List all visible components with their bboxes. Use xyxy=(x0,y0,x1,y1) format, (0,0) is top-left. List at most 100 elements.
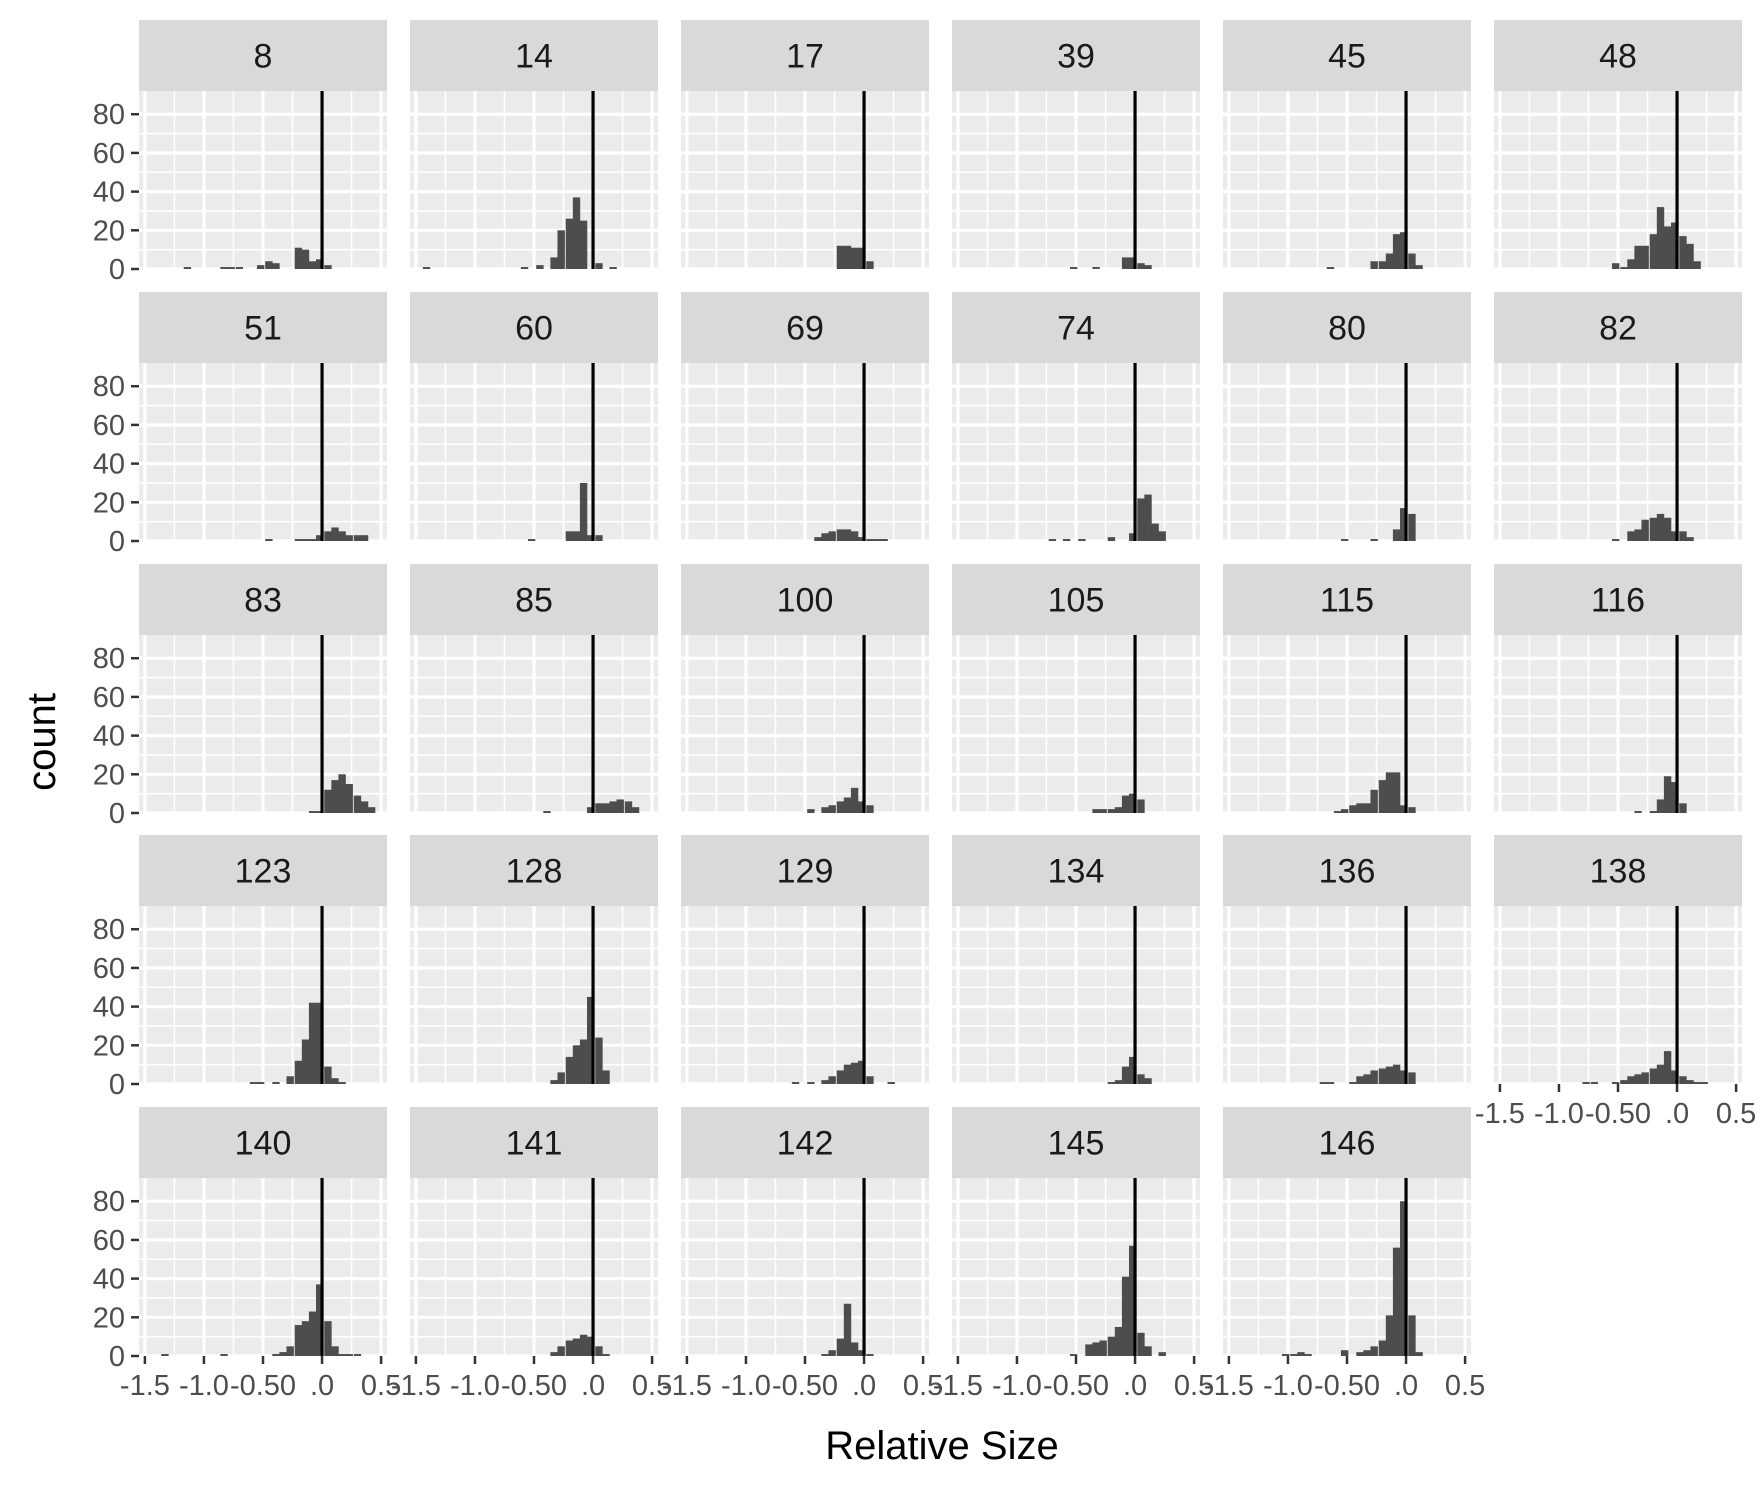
histogram-bar xyxy=(866,805,874,813)
facet-panel-128: 128 xyxy=(410,835,658,1086)
facet-strip xyxy=(952,835,1200,906)
histogram-bar xyxy=(609,267,617,269)
facet-panel-69: 69 xyxy=(681,292,929,543)
histogram-bar xyxy=(1144,1078,1152,1084)
histogram-bar xyxy=(1392,1064,1401,1084)
histogram-bar xyxy=(595,263,603,269)
facet-strip-label: 14 xyxy=(515,38,553,76)
histogram-bar xyxy=(572,1338,581,1356)
histogram-bar xyxy=(579,1334,588,1356)
facet-strip xyxy=(952,1107,1200,1178)
histogram-bar xyxy=(1092,267,1100,269)
histogram-bar xyxy=(1326,1082,1335,1084)
y-tick-label: 20 xyxy=(93,215,125,247)
histogram-bar xyxy=(1590,1082,1599,1084)
histogram-bar xyxy=(595,535,603,541)
histogram-bar xyxy=(550,257,558,269)
histogram-bar xyxy=(850,531,859,541)
histogram-bar xyxy=(1392,234,1401,269)
histogram-bar xyxy=(1620,267,1628,269)
histogram-bar xyxy=(1370,789,1378,813)
x-tick-label: 0.5 xyxy=(1174,1370,1214,1402)
histogram-bar xyxy=(873,539,881,541)
histogram-bar xyxy=(572,1045,581,1084)
histogram-bar xyxy=(279,1352,287,1356)
facet-strip-label: 136 xyxy=(1319,853,1376,891)
facet-strip-label: 60 xyxy=(515,310,553,348)
y-tick-label: 60 xyxy=(93,1225,125,1257)
histogram-bar xyxy=(565,531,574,541)
x-tick-label: -1.0 xyxy=(1534,1098,1584,1130)
histogram-bar xyxy=(1378,1340,1387,1356)
histogram-bar xyxy=(1144,265,1152,269)
histogram-bar xyxy=(1340,539,1349,541)
histogram-bar xyxy=(1663,776,1672,813)
histogram-bar xyxy=(602,1354,610,1356)
facet-strip-label: 8 xyxy=(254,38,273,76)
y-tick-label: 80 xyxy=(93,643,125,675)
facet-strip xyxy=(1223,20,1471,91)
histogram-bar xyxy=(308,1311,317,1356)
facet-strip-label: 83 xyxy=(244,582,282,620)
facet-panel-141: 141 -1.5 -1.0 -0.50 .0 0.5 xyxy=(391,1107,672,1402)
histogram-bar xyxy=(791,1082,800,1084)
facet-panel-17: 17 xyxy=(681,20,929,271)
facet-strip-label: 140 xyxy=(235,1125,292,1163)
histogram-bar xyxy=(821,807,829,813)
histogram-bar xyxy=(850,247,859,269)
facet-strip xyxy=(410,292,658,363)
histogram-bar xyxy=(331,780,339,813)
histogram-bar xyxy=(843,1064,852,1084)
y-axis-title: count xyxy=(20,693,64,791)
histogram-bar xyxy=(565,218,574,269)
histogram-bar xyxy=(828,805,836,813)
x-tick-label: -1.5 xyxy=(391,1370,441,1402)
histogram-bar xyxy=(572,531,581,541)
facet-strip xyxy=(410,835,658,906)
histogram-bar xyxy=(821,533,829,541)
histogram-bar xyxy=(1649,234,1658,269)
histogram-bar xyxy=(1693,261,1701,269)
facet-strip-label: 123 xyxy=(235,853,292,891)
histogram-bar xyxy=(1137,1074,1145,1084)
histogram-bar xyxy=(843,245,852,269)
x-tick-label: -0.50 xyxy=(1314,1370,1380,1402)
histogram-bar xyxy=(324,789,332,813)
histogram-bar xyxy=(1069,267,1078,269)
histogram-bar xyxy=(1663,1051,1672,1084)
histogram-bar xyxy=(857,801,866,813)
histogram-bar xyxy=(315,811,324,813)
histogram-bar xyxy=(850,1062,859,1084)
histogram-bar xyxy=(1641,1072,1649,1084)
facet-panel-142: 142 -1.5 -1.0 -0.50 .0 0.5 xyxy=(662,1107,943,1402)
y-tick-label: 20 xyxy=(93,1302,125,1334)
histogram-bar xyxy=(1378,261,1387,269)
histogram-bar xyxy=(1114,1326,1123,1356)
histogram-bar xyxy=(1128,533,1137,541)
facet-strip-label: 82 xyxy=(1599,310,1637,348)
histogram-bar xyxy=(360,535,369,541)
histogram-bar xyxy=(353,795,362,813)
histogram-bar xyxy=(821,1080,829,1084)
y-tick-label: 60 xyxy=(93,410,125,442)
histogram-bar xyxy=(1670,782,1679,813)
histogram-bar xyxy=(1408,807,1416,813)
histogram-bar xyxy=(1670,222,1679,269)
x-tick-label: .0 xyxy=(310,1370,334,1402)
histogram-bar xyxy=(308,539,317,541)
facet-panel-45: 45 xyxy=(1223,20,1471,271)
histogram-bar xyxy=(1385,1315,1394,1356)
x-tick-label: -1.5 xyxy=(1475,1098,1525,1130)
histogram-bar xyxy=(1656,513,1665,541)
y-tick-label: 0 xyxy=(109,798,125,830)
y-tick-label: 40 xyxy=(93,1264,125,1296)
histogram-bar xyxy=(1370,261,1378,269)
facet-strip-label: 142 xyxy=(777,1125,834,1163)
facet-strip-label: 138 xyxy=(1590,853,1647,891)
histogram-bar xyxy=(850,1342,859,1356)
histogram-bar xyxy=(1326,267,1335,269)
histogram-bar xyxy=(1408,253,1416,269)
histogram-bar xyxy=(1378,1068,1387,1084)
histogram-bar xyxy=(294,539,303,541)
histogram-bar xyxy=(1649,517,1658,541)
